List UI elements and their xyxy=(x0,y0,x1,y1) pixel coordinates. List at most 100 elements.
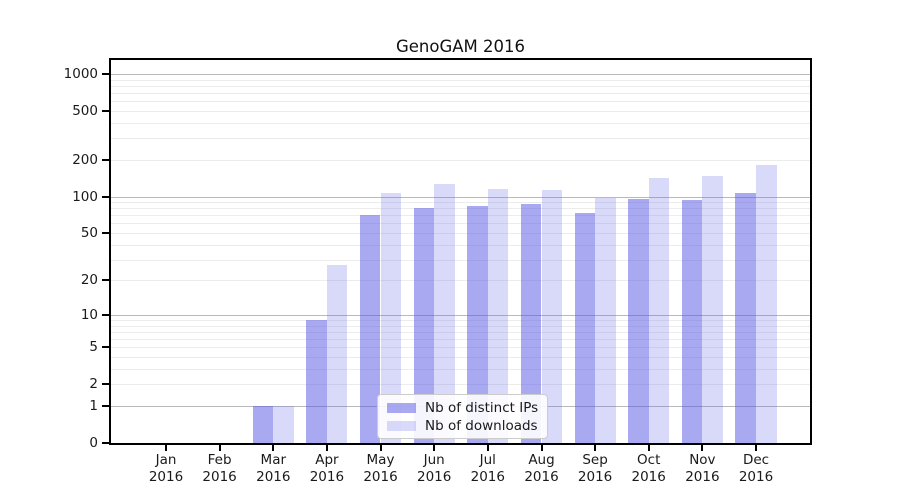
x-tick-label-feb: Feb 2016 xyxy=(202,452,237,485)
legend-swatch-downloads xyxy=(387,420,416,431)
gridline-minor xyxy=(111,325,810,327)
y-tick-label-200: 200 xyxy=(72,151,98,168)
gridline-minor xyxy=(111,357,810,358)
x-tick xyxy=(272,445,275,451)
bar-ips-jul xyxy=(467,206,488,443)
y-tick-label-20: 20 xyxy=(80,272,98,289)
bar-downloads-mar xyxy=(273,406,294,443)
bar-downloads-oct xyxy=(648,178,670,443)
x-tick-label-jun: Jun 2016 xyxy=(417,452,452,485)
bar-ips-sep xyxy=(574,213,596,443)
y-tick xyxy=(102,72,109,75)
x-tick-label-dec: Dec 2016 xyxy=(738,452,774,485)
bar-downloads-jun xyxy=(434,183,455,443)
plot-area xyxy=(109,58,812,445)
x-tick-label-mar: Mar 2016 xyxy=(256,452,291,485)
gridline-minor xyxy=(111,320,810,321)
bar-downloads-sep xyxy=(595,198,616,443)
y-tick-label-100: 100 xyxy=(72,188,98,205)
y-tick-label-2: 2 xyxy=(89,376,98,393)
y-tick xyxy=(102,346,109,349)
y-tick xyxy=(102,279,109,282)
gridline-minor xyxy=(111,110,810,112)
x-tick xyxy=(433,445,436,451)
gridline-minor xyxy=(111,215,810,217)
x-tick-label-jul: Jul 2016 xyxy=(470,452,505,485)
gridline-minor xyxy=(111,202,810,203)
legend-swatch-distinct-ips xyxy=(387,402,416,413)
gridline-minor xyxy=(111,259,810,261)
x-tick xyxy=(594,445,597,451)
gridline-minor xyxy=(111,138,810,140)
bar-ips-aug xyxy=(520,203,542,443)
bar-downloads-dec xyxy=(756,165,777,443)
y-tick xyxy=(102,383,109,386)
x-tick-label-aug: Aug 2016 xyxy=(524,452,559,485)
gridline-minor xyxy=(111,331,810,333)
chart-title: GenoGAM 2016 xyxy=(395,37,526,56)
gridline-minor xyxy=(111,79,810,81)
y-tick-label-10: 10 xyxy=(80,306,98,323)
x-tick-label-sep: Sep 2016 xyxy=(577,452,613,485)
bar-ips-may xyxy=(359,215,381,443)
x-tick-label-may: May 2016 xyxy=(363,452,398,485)
bar-ips-jun xyxy=(413,208,435,443)
gridline-minor xyxy=(111,101,810,103)
gridline-minor xyxy=(111,244,810,246)
gridline-major xyxy=(111,314,810,316)
y-tick xyxy=(102,195,109,198)
gridline-minor xyxy=(111,208,810,210)
bar-ips-nov xyxy=(681,199,703,443)
x-tick xyxy=(647,445,650,451)
x-tick xyxy=(755,445,757,451)
x-tick xyxy=(540,445,543,451)
x-tick-label-oct: Oct 2016 xyxy=(631,452,666,485)
bar-downloads-aug xyxy=(541,189,563,443)
x-tick xyxy=(325,445,328,451)
bar-ips-oct xyxy=(628,198,649,443)
bar-downloads-may xyxy=(380,192,402,443)
legend-label-distinct-ips: Nb of distinct IPs xyxy=(425,399,539,416)
legend-entry-downloads: Nb of downloads xyxy=(387,417,538,434)
gridline-minor xyxy=(111,384,810,386)
gridline-minor xyxy=(111,93,810,94)
y-tick-label-5: 5 xyxy=(89,339,98,356)
gridline-minor xyxy=(111,122,810,124)
x-tick xyxy=(165,445,167,451)
bar-ips-apr xyxy=(306,320,327,443)
y-tick-label-0: 0 xyxy=(89,435,98,451)
x-tick xyxy=(379,445,382,451)
x-tick xyxy=(701,445,704,451)
x-tick xyxy=(218,445,221,451)
y-tick xyxy=(102,158,109,161)
bar-ips-dec xyxy=(735,192,756,443)
legend-entry-distinct-ips: Nb of distinct IPs xyxy=(387,399,539,416)
bar-ips-mar xyxy=(252,406,274,443)
y-tick xyxy=(102,232,109,234)
y-tick xyxy=(102,442,109,444)
y-tick-label-1: 1 xyxy=(89,398,98,414)
bar-downloads-apr xyxy=(326,265,348,443)
gridline-minor xyxy=(111,159,810,161)
bar-downloads-jul xyxy=(487,189,509,443)
gridline-minor xyxy=(111,223,810,225)
legend-label-downloads: Nb of downloads xyxy=(425,417,538,434)
gridline-major xyxy=(111,196,810,198)
gridline-minor xyxy=(111,347,810,349)
gridline-minor xyxy=(111,280,810,282)
gridline-major xyxy=(111,73,810,75)
x-tick xyxy=(486,445,489,451)
y-tick xyxy=(102,405,109,407)
gridline-minor xyxy=(111,233,810,234)
bar-downloads-nov xyxy=(702,176,723,443)
y-tick xyxy=(102,109,109,112)
y-tick-label-500: 500 xyxy=(72,102,98,119)
x-tick-label-apr: Apr 2016 xyxy=(309,452,345,485)
gridline-minor xyxy=(111,339,810,341)
y-tick xyxy=(102,313,109,316)
gridline-minor xyxy=(111,85,810,87)
x-tick-label-jan: Jan 2016 xyxy=(148,452,184,485)
y-tick-label-1000: 1000 xyxy=(63,65,98,82)
x-tick-label-nov: Nov 2016 xyxy=(685,452,720,485)
